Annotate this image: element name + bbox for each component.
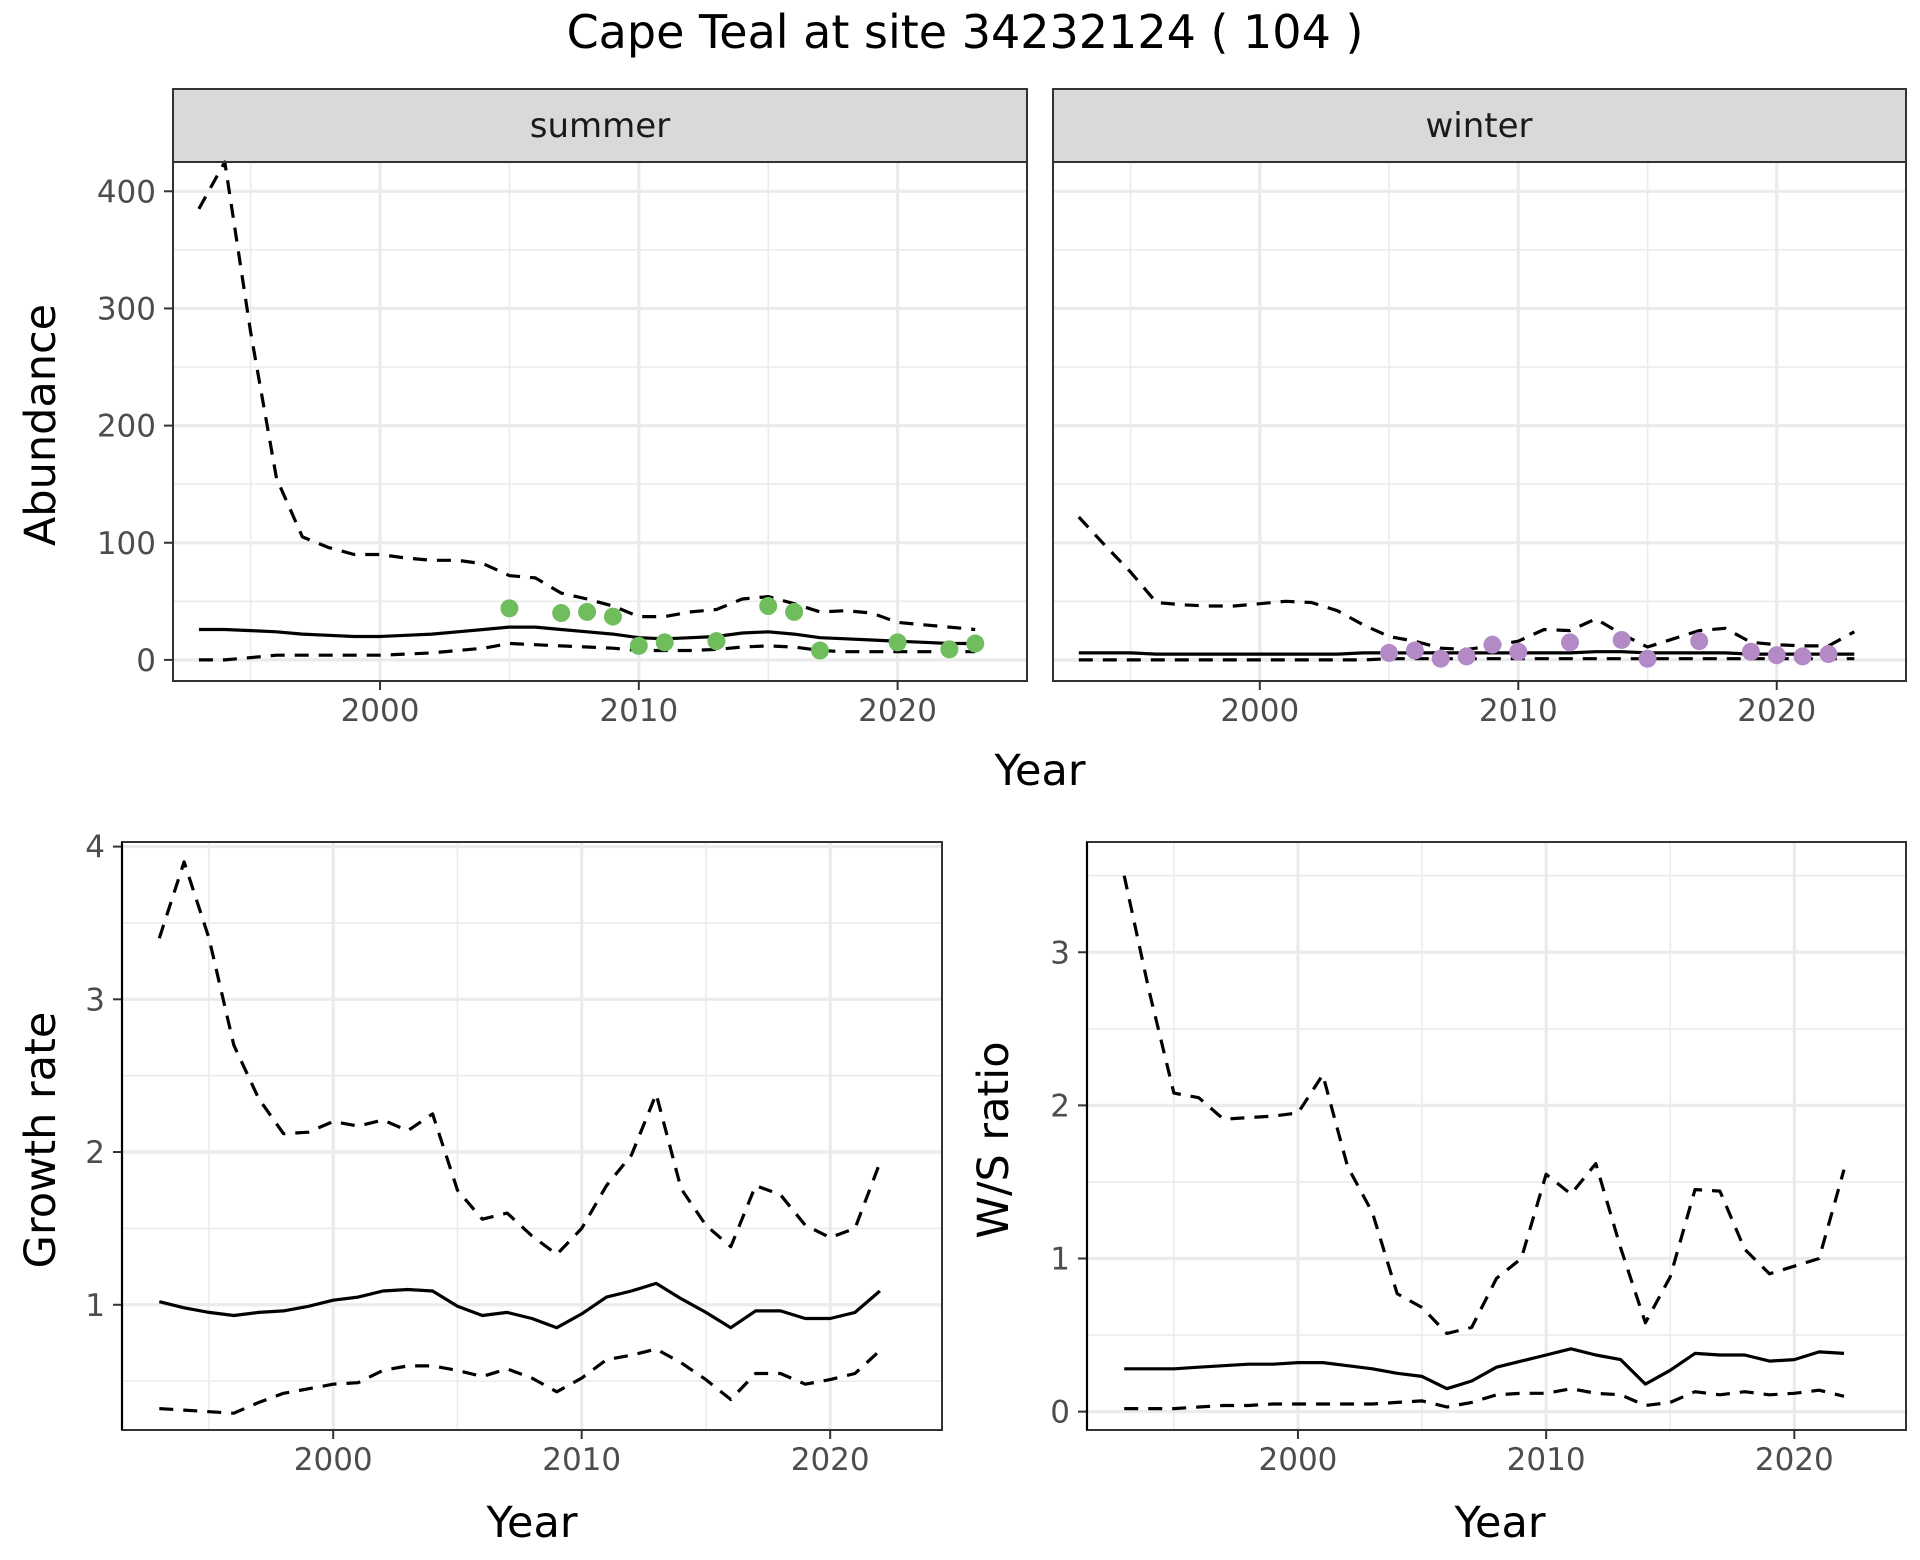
observed-count-point (1380, 643, 1399, 662)
observed-count-point (810, 641, 829, 660)
lower-bound-line (159, 1347, 881, 1415)
observed-count-point (966, 634, 985, 653)
panel-background (1087, 842, 1906, 1430)
y-tick-label: 1 (85, 1288, 105, 1324)
y-tick-label: 3 (1050, 935, 1070, 971)
x-tick-label: 2000 (1259, 1442, 1338, 1478)
abundance-y-axis-title: Abundance (16, 304, 66, 546)
growth-rate-y-axis-title: Growth rate (16, 1012, 66, 1269)
x-tick-label: 2010 (1479, 693, 1558, 729)
x-tick-label: 2000 (341, 693, 420, 729)
ws-ratio-y-axis-title: W/S ratio (969, 1041, 1019, 1238)
panel-background (122, 842, 942, 1430)
abundance-x-axis-title: Year (993, 746, 1085, 796)
observed-count-point (552, 604, 571, 623)
ws-ratio-x-axis-title: Year (1453, 1498, 1545, 1548)
growth-rate-x-axis-title: Year (485, 1498, 577, 1548)
growth-rate-chart: 2000 2010 2020 1 2 3 4 Growth rate Year (16, 830, 943, 1548)
x-tick-label: 2020 (791, 1442, 870, 1478)
x-tick-label: 2000 (1220, 693, 1299, 729)
y-tick-label: 4 (85, 830, 105, 866)
strip-winter (1052, 88, 1907, 163)
x-tick-label: 2020 (858, 693, 937, 729)
upper-bound-line (197, 160, 976, 632)
observed-count-point (1509, 642, 1528, 661)
panel-growth-rate: 2000 2010 2020 1 2 3 4 (85, 830, 943, 1478)
observed-count-point (1431, 649, 1450, 668)
y-tick-label: 0 (1050, 1395, 1070, 1431)
observed-count-point (707, 632, 726, 651)
observed-count-point (1638, 649, 1657, 668)
observed-count-point (655, 633, 674, 652)
strip-summer (172, 88, 1028, 163)
y-tick-label: 3 (85, 982, 105, 1018)
y-tick-label: 200 (97, 409, 156, 445)
observed-count-point (1483, 635, 1502, 654)
y-tick-label: 2 (85, 1135, 105, 1171)
observed-count-point (629, 636, 648, 655)
y-tick-label: 1 (1050, 1242, 1070, 1278)
x-tick-label: 2010 (599, 693, 678, 729)
observed-count-point (785, 602, 804, 621)
observed-count-point (1741, 642, 1760, 661)
observed-count-point (1457, 647, 1476, 666)
panel-ws-ratio: 2000 2010 2020 0 1 2 3 (1050, 841, 1907, 1478)
upper-bound-line (1122, 875, 1846, 1336)
strip-label-winter: winter (1425, 106, 1532, 146)
panel-background (1053, 162, 1906, 681)
panel-winter: 2000 2010 2020 (1052, 161, 1907, 729)
observed-count-point (1405, 641, 1424, 660)
observed-count-point (500, 599, 519, 618)
panel-background (173, 162, 1027, 681)
y-tick-label: 0 (136, 643, 156, 679)
estimate-line (158, 1281, 881, 1330)
lower-bound-line (198, 641, 976, 662)
observed-count-point (1612, 630, 1631, 649)
observed-count-point (1690, 632, 1709, 651)
x-tick-label: 2010 (1507, 1442, 1586, 1478)
lower-bound-line (1124, 1387, 1845, 1411)
panel-summer: 2000 2010 2020 0 100 200 300 400 (97, 160, 1028, 729)
observed-count-point (1767, 646, 1786, 665)
observed-count-point (1793, 647, 1812, 666)
figure-title: Cape Teal at site 34232124 ( 104 ) (567, 5, 1364, 59)
observed-count-point (888, 633, 907, 652)
observed-count-point (603, 607, 622, 626)
x-tick-label: 2020 (1737, 693, 1816, 729)
panel-border (1052, 161, 1907, 682)
x-tick-label: 2000 (294, 1442, 373, 1478)
observed-count-point (1560, 633, 1579, 652)
upper-bound-line (157, 860, 882, 1256)
estimate-line (1124, 1347, 1845, 1391)
estimate-line (198, 625, 976, 646)
panel-border (172, 161, 1028, 682)
x-tick-label: 2020 (1755, 1442, 1834, 1478)
x-tick-label: 2010 (542, 1442, 621, 1478)
strip-label-summer: summer (530, 106, 670, 146)
observed-count-point (1819, 645, 1838, 664)
observed-count-point (940, 640, 959, 659)
y-tick-label: 100 (97, 526, 156, 562)
y-tick-label: 400 (97, 174, 156, 210)
ws-ratio-chart: 2000 2010 2020 0 1 2 3 W/S ratio Year (969, 841, 1907, 1548)
observed-count-point (759, 597, 778, 616)
abundance-chart: summer winter 2000 2010 20200100200300400 … (16, 88, 1907, 796)
observed-count-point (578, 602, 597, 621)
y-tick-label: 2 (1050, 1088, 1070, 1124)
y-tick-label: 300 (97, 291, 156, 327)
